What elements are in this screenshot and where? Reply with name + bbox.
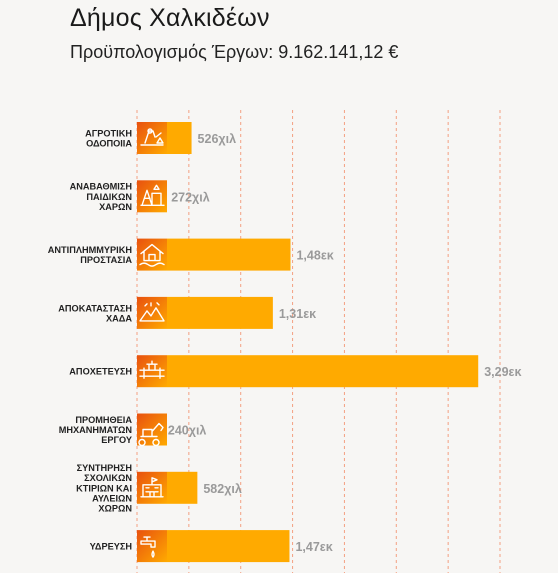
value-label: 272χιλ	[171, 190, 210, 204]
category-label: ΣΥΝΤΗΡΗΣΗ ΣΧΟΛΙΚΩΝ ΚΤΙΡΙΩΝ ΚΑΙ ΑΥΛΕΙΩΝ ΧΩΡΩΝ	[76, 463, 132, 514]
bar-layer: ΑΓΡΟΤΙΚΗ ΟΔΟΠΟΙΙΑ 526χιλ ΑΝΑΒΑΘΜΙΣΗ ΠΑΙΔΙΚΩΝ…	[48, 122, 521, 563]
value-label: 240χιλ	[168, 424, 207, 438]
value-label: 526χιλ	[198, 132, 237, 146]
value-label: 3,29εκ	[484, 365, 521, 379]
page-title: Δήμος Χαλκιδέων	[70, 4, 270, 32]
excavator-icon	[137, 413, 167, 447]
bar	[167, 122, 192, 154]
bar	[167, 530, 290, 563]
school-building-icon	[137, 471, 167, 504]
category-label: ΑΠΟΚΑΤΑΣΤΑΣΗ ΧΑΔΑ	[58, 303, 132, 323]
pipe-valve-icon	[137, 355, 167, 388]
value-label: 582χιλ	[203, 482, 242, 496]
category-label: ΑΝΤΙΠΛΗΜΜΥΡΙΚΗ ΠΡΟΣΤΑΣΙΑ	[48, 245, 133, 265]
category-label: ΑΓΡΟΤΙΚΗ ΟΔΟΠΟΙΙΑ	[85, 128, 132, 148]
category-label: ΥΔΡΕΥΣΗ	[90, 542, 133, 552]
category-label: ΑΝΑΒΑΘΜΙΣΗ ΠΑΙΔΙΚΩΝ ΧΑΡΩΝ	[70, 182, 133, 212]
value-label: 1,48εκ	[296, 249, 333, 263]
playground-icon	[137, 180, 167, 213]
bar	[167, 238, 291, 271]
road-worker-icon	[137, 122, 167, 154]
page-subtitle: Προϋπολογισμός Έργων: 9.162.141,12 €	[70, 42, 399, 62]
bar	[167, 355, 479, 388]
value-label: 1,31εκ	[279, 307, 316, 321]
category-label: ΠΡΟΜΗΘΕΙΑ ΜΗΧΑΝΗΜΑΤΩΝ ΕΡΓΟΥ	[59, 415, 133, 445]
bar	[167, 296, 273, 329]
landfill-icon	[137, 296, 167, 329]
value-label: 1,47εκ	[295, 540, 332, 554]
category-label: ΑΠΟΧΕΤΕΥΣΗ	[69, 367, 132, 377]
water-tap-icon	[137, 530, 167, 563]
bar	[167, 471, 198, 504]
flood-house-icon	[137, 238, 167, 271]
